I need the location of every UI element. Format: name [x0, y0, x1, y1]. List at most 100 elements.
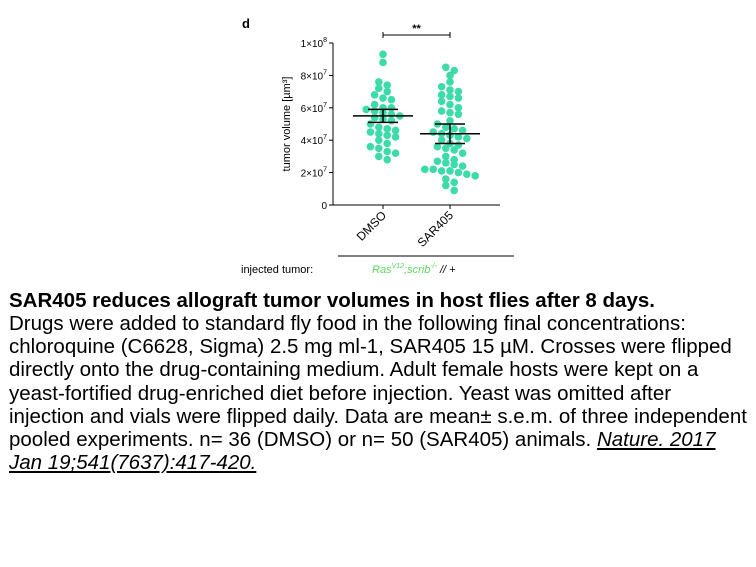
data-point-sar405 — [446, 108, 454, 117]
data-point-sar405 — [450, 146, 459, 154]
data-point-sar405 — [446, 92, 454, 101]
data-point-sar405 — [446, 78, 454, 86]
data-point-dmso — [383, 81, 392, 89]
data-point-sar405 — [442, 181, 450, 190]
significance-bracket: ** — [382, 23, 451, 38]
data-point-sar405 — [433, 142, 442, 151]
data-point-sar405 — [429, 165, 438, 174]
data-point-dmso — [383, 87, 392, 96]
data-point-sar405 — [458, 126, 467, 135]
data-point-sar405 — [450, 125, 459, 133]
data-point-dmso — [375, 123, 383, 132]
caption-body: Drugs were added to standard fly food in… — [9, 312, 749, 474]
data-point-dmso — [362, 105, 371, 114]
data-point-dmso — [379, 58, 387, 67]
data-point-sar405 — [446, 116, 454, 125]
data-point-sar405 — [442, 123, 450, 132]
data-point-sar405 — [463, 134, 471, 143]
data-point-sar405 — [429, 128, 438, 136]
data-point-sar405 — [471, 172, 480, 180]
data-point-sar405 — [446, 86, 454, 94]
data-point-dmso — [375, 136, 383, 144]
data-point-sar405 — [450, 178, 459, 187]
data-point-sar405 — [437, 82, 446, 91]
x-tick-label-dmso: DMSO — [354, 208, 389, 243]
data-point-sar405 — [437, 167, 446, 175]
y-axis-label: tumor volume [µm³] — [281, 77, 293, 172]
figure-caption: SAR405 reduces allograft tumor volumes i… — [9, 289, 749, 474]
data-point-dmso — [370, 100, 379, 109]
y-ticks: 0 2×107 4×107 6×107 8×107 1×108 — [301, 37, 333, 212]
data-point-dmso — [366, 142, 375, 151]
data-point-sar405 — [454, 94, 463, 102]
data-point-dmso — [370, 91, 379, 99]
data-point-sar405 — [442, 175, 450, 183]
data-points — [362, 50, 480, 195]
y-tick-label: 0 — [321, 201, 327, 212]
data-point-sar405 — [437, 136, 446, 144]
data-point-dmso — [383, 131, 392, 140]
data-point-dmso — [391, 149, 400, 157]
axes — [332, 43, 500, 209]
data-point-sar405 — [450, 160, 459, 169]
data-point-dmso — [375, 144, 383, 153]
error-bars — [353, 108, 480, 145]
data-point-sar405 — [454, 87, 463, 96]
data-point-sar405 — [442, 144, 450, 153]
y-tick-label: 6×107 — [301, 102, 328, 115]
data-point-sar405 — [421, 165, 429, 174]
x-tick-label-sar405: SAR405 — [415, 208, 457, 250]
data-point-dmso — [379, 50, 387, 59]
data-point-dmso — [370, 113, 379, 122]
data-point-dmso — [383, 139, 392, 148]
data-point-dmso — [375, 129, 383, 138]
data-point-sar405 — [446, 167, 454, 175]
data-point-dmso — [387, 95, 396, 104]
data-point-dmso — [383, 125, 392, 133]
data-point-sar405 — [437, 91, 446, 99]
data-point-sar405 — [446, 71, 454, 80]
y-tick-label: 2×107 — [301, 167, 328, 180]
data-point-sar405 — [442, 63, 450, 72]
data-point-dmso — [375, 84, 383, 93]
genotype-label: RasV12;scrib-/- // + — [372, 263, 456, 276]
data-point-dmso — [387, 110, 396, 119]
data-point-sar405 — [437, 107, 446, 115]
data-point-dmso — [370, 107, 379, 115]
y-tick-label: 4×107 — [301, 134, 328, 147]
data-point-dmso — [391, 133, 400, 141]
caption-reference-link[interactable]: Nature. 2017 Jan 19;541(7637):417-420. — [9, 428, 716, 475]
data-point-dmso — [366, 128, 375, 136]
data-point-dmso — [375, 152, 383, 161]
data-point-dmso — [387, 116, 396, 125]
x-tick-labels: DMSO SAR405 — [354, 208, 457, 250]
data-point-dmso — [383, 147, 392, 156]
data-point-sar405 — [442, 159, 450, 167]
data-point-sar405 — [458, 149, 467, 157]
data-point-sar405 — [463, 170, 471, 179]
data-point-sar405 — [442, 152, 450, 161]
data-point-dmso — [379, 94, 387, 102]
y-tick-label: 1×108 — [301, 37, 328, 50]
data-point-sar405 — [437, 97, 446, 106]
caption-title: SAR405 reduces allograft tumor volumes i… — [9, 289, 655, 312]
data-point-sar405 — [433, 157, 442, 166]
data-point-sar405 — [458, 162, 467, 170]
group-label: injected tumor: — [241, 264, 313, 276]
scatter-chart: d tumor volume [µm³] 0 2×107 4×107 6×107 8×1… — [241, 16, 514, 276]
data-point-sar405 — [454, 133, 463, 141]
data-point-sar405 — [450, 186, 459, 195]
y-tick-label: 8×107 — [301, 69, 328, 82]
data-point-dmso — [383, 155, 392, 164]
data-point-sar405 — [446, 100, 454, 109]
data-point-sar405 — [454, 104, 463, 112]
data-point-dmso — [366, 120, 375, 128]
data-point-dmso — [387, 104, 396, 112]
panel-label: d — [242, 16, 250, 31]
caption-text: Drugs were added to standard fly food in… — [9, 312, 747, 452]
significance-label: ** — [412, 23, 421, 35]
data-point-sar405 — [454, 110, 463, 119]
data-point-dmso — [375, 78, 383, 86]
data-point-sar405 — [454, 168, 463, 177]
data-point-dmso — [391, 126, 400, 135]
